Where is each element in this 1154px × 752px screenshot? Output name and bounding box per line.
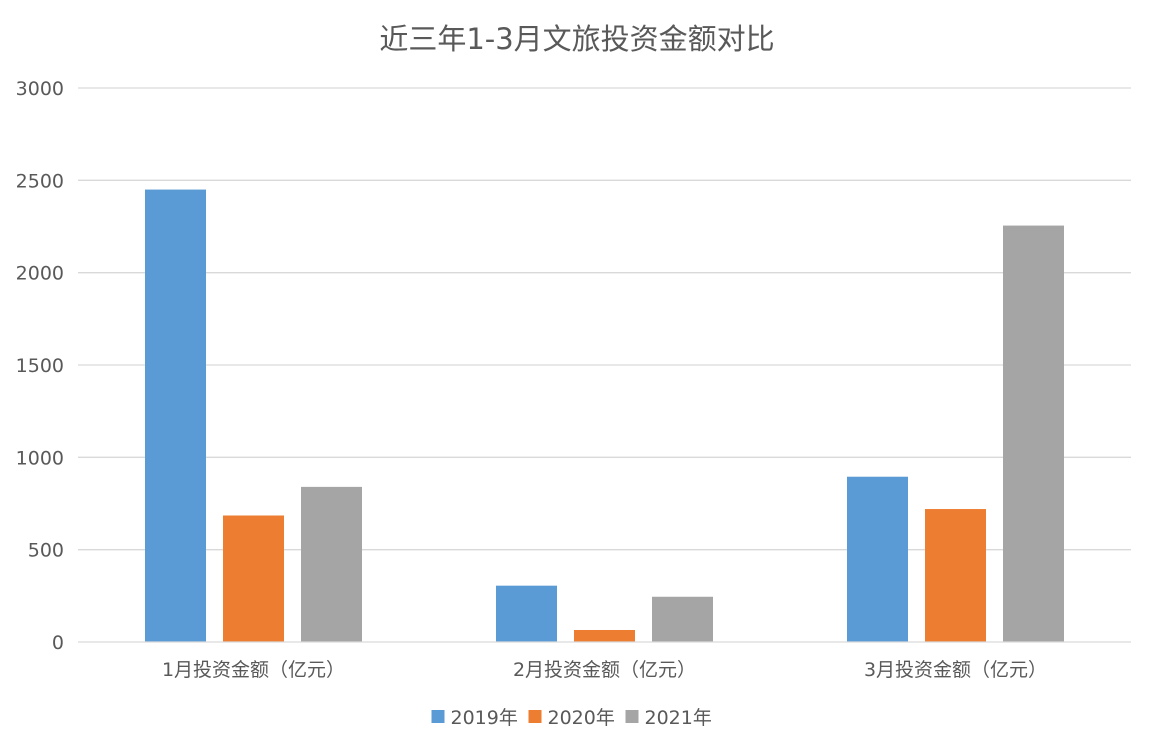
x-axis-category-labels: 1月投资金额（亿元） 2月投资金额（亿元） 3月投资金额（亿元） — [162, 659, 1047, 681]
legend-label: 2020年 — [548, 707, 615, 729]
bar-1-2 — [496, 585, 557, 642]
bar-1-3 — [847, 476, 908, 642]
bar-3-3 — [1003, 225, 1064, 642]
y-tick-label: 0 — [52, 632, 64, 654]
legend: 2019年 2020年 2021年 — [431, 707, 712, 729]
y-tick-label: 1500 — [16, 355, 64, 377]
bar-2-2 — [574, 629, 635, 642]
legend-swatch — [431, 710, 445, 723]
bar-2-3 — [925, 509, 986, 642]
x-category-label: 1月投资金额（亿元） — [162, 659, 345, 681]
bars — [145, 189, 1064, 643]
bar-3-2 — [652, 596, 713, 642]
legend-label: 2021年 — [645, 707, 712, 729]
chart-title: 近三年1-3月文旅投资金额对比 — [379, 22, 774, 56]
gridlines — [78, 87, 1131, 551]
y-tick-label: 2000 — [16, 263, 64, 285]
y-tick-label: 1000 — [16, 447, 64, 469]
y-tick-label: 3000 — [16, 78, 64, 100]
legend-label: 2019年 — [451, 707, 518, 729]
x-category-label: 3月投资金额（亿元） — [864, 659, 1047, 681]
y-axis-tick-labels: 0 500 1000 1500 2000 2500 3000 — [16, 78, 64, 654]
y-tick-label: 2500 — [16, 170, 64, 192]
bar-1-1 — [145, 189, 206, 643]
legend-swatch — [625, 710, 639, 723]
bar-3-1 — [301, 486, 362, 642]
x-category-label: 2月投资金额（亿元） — [513, 659, 696, 681]
bar-2-1 — [223, 515, 284, 642]
y-tick-label: 500 — [28, 540, 64, 562]
legend-swatch — [528, 710, 542, 723]
